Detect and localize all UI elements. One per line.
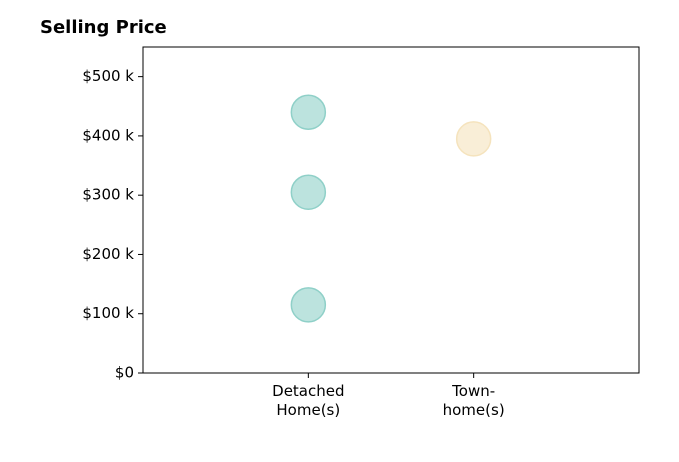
point — [290, 94, 327, 130]
point — [290, 287, 327, 323]
point — [455, 121, 492, 157]
plot-frame — [142, 46, 640, 374]
chart-title: Selling Price — [40, 17, 167, 38]
y-tick-label: $500 k — [82, 67, 134, 85]
y-tick-label: $200 k — [82, 245, 134, 263]
point — [290, 174, 327, 210]
y-tick-label: $400 k — [82, 126, 134, 144]
x-tick-label: Detached Home(s) — [272, 382, 345, 419]
y-tick-label: $300 k — [82, 186, 134, 204]
y-tick-label: $100 k — [82, 304, 134, 322]
x-tick-label: Town- home(s) — [442, 382, 505, 419]
y-tick-label: $0 — [115, 364, 134, 382]
